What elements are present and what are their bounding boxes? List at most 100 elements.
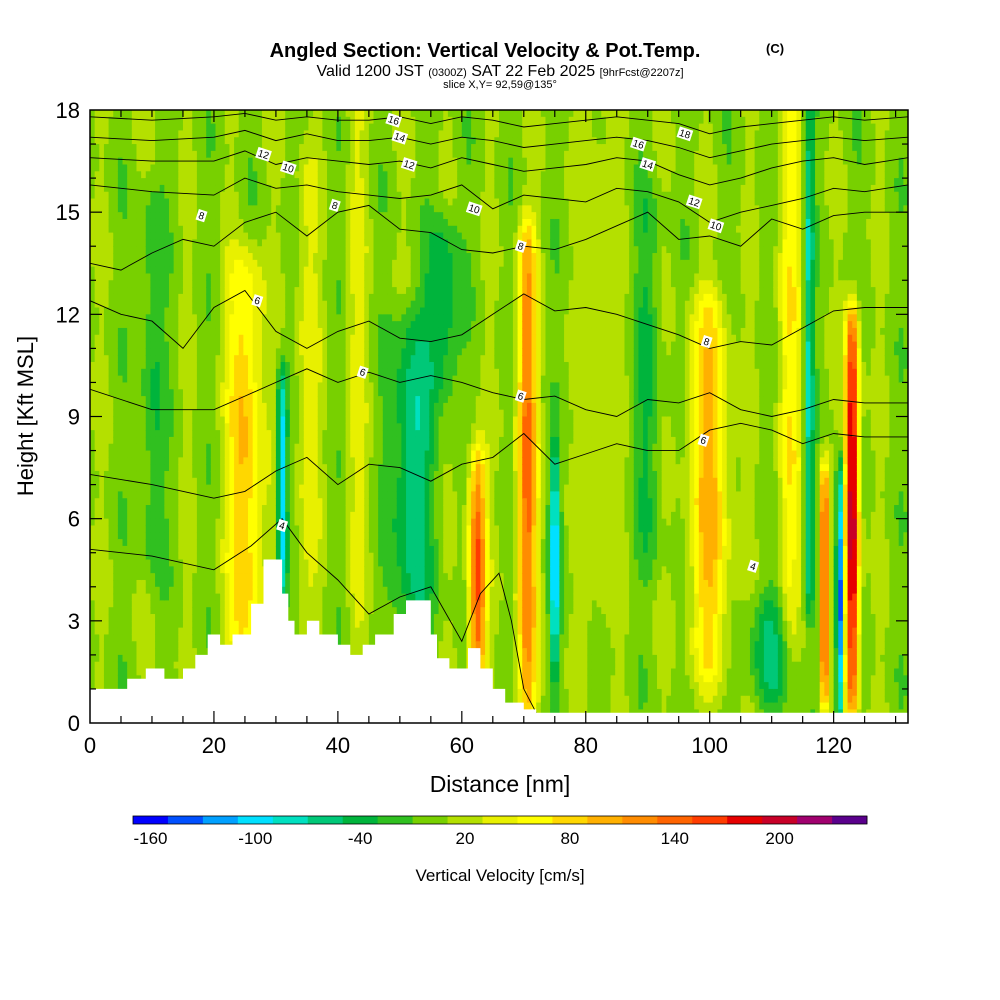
velocity-cell xyxy=(188,634,193,641)
velocity-cell xyxy=(239,260,244,267)
velocity-cell xyxy=(271,287,276,294)
velocity-cell xyxy=(113,539,118,546)
velocity-cell xyxy=(318,525,323,532)
velocity-cell xyxy=(123,594,128,601)
velocity-cell xyxy=(136,641,141,648)
velocity-cell xyxy=(123,137,128,144)
velocity-cell xyxy=(104,130,109,137)
velocity-cell xyxy=(346,355,351,362)
velocity-cell xyxy=(234,560,239,567)
velocity-cell xyxy=(281,246,286,253)
velocity-cell xyxy=(253,246,258,253)
velocity-cell xyxy=(276,342,281,349)
velocity-cell xyxy=(174,478,179,485)
velocity-cell xyxy=(136,403,141,410)
velocity-cell xyxy=(160,239,165,246)
velocity-cell xyxy=(202,580,207,587)
velocity-cell xyxy=(239,321,244,328)
velocity-cell xyxy=(225,628,230,635)
velocity-cell xyxy=(132,648,137,655)
velocity-cell xyxy=(290,553,295,560)
velocity-cell xyxy=(299,437,304,444)
velocity-cell xyxy=(183,430,188,437)
velocity-cell xyxy=(123,669,128,676)
velocity-cell xyxy=(141,328,146,335)
velocity-cell xyxy=(141,389,146,396)
velocity-cell xyxy=(132,451,137,458)
velocity-cell xyxy=(299,512,304,519)
velocity-cell xyxy=(336,505,341,512)
velocity-cell xyxy=(206,382,211,389)
velocity-cell xyxy=(308,607,313,614)
velocity-cell xyxy=(336,301,341,308)
velocity-cell xyxy=(192,423,197,430)
velocity-cell xyxy=(225,430,230,437)
velocity-cell xyxy=(336,321,341,328)
velocity-cell xyxy=(295,212,300,219)
velocity-cell xyxy=(123,457,128,464)
velocity-cell xyxy=(211,417,216,424)
velocity-cell xyxy=(239,485,244,492)
velocity-cell xyxy=(211,328,216,335)
velocity-cell xyxy=(155,532,160,539)
velocity-cell xyxy=(257,335,262,342)
velocity-cell xyxy=(109,355,114,362)
velocity-cell xyxy=(202,451,207,458)
velocity-cell xyxy=(174,614,179,621)
velocity-cell xyxy=(336,457,341,464)
velocity-cell xyxy=(239,389,244,396)
velocity-cell xyxy=(215,444,220,451)
velocity-cell xyxy=(234,417,239,424)
velocity-cell xyxy=(160,662,165,669)
velocity-cell xyxy=(118,519,123,526)
velocity-cell xyxy=(183,273,188,280)
velocity-cell xyxy=(327,491,332,498)
velocity-cell xyxy=(118,628,123,635)
velocity-cell xyxy=(220,464,225,471)
velocity-cell xyxy=(211,164,216,171)
velocity-cell xyxy=(239,498,244,505)
velocity-cell xyxy=(169,621,174,628)
velocity-cell xyxy=(104,212,109,219)
velocity-cell xyxy=(146,164,151,171)
velocity-cell xyxy=(188,641,193,648)
velocity-cell xyxy=(243,430,248,437)
velocity-cell xyxy=(164,294,169,301)
velocity-cell xyxy=(229,607,234,614)
velocity-cell xyxy=(239,308,244,315)
velocity-cell xyxy=(192,294,197,301)
velocity-cell xyxy=(132,151,137,158)
velocity-cell xyxy=(104,355,109,362)
velocity-cell xyxy=(183,451,188,458)
velocity-cell xyxy=(127,178,132,185)
velocity-cell xyxy=(318,137,323,144)
velocity-cell xyxy=(95,607,100,614)
velocity-cell xyxy=(174,219,179,226)
velocity-cell xyxy=(113,464,118,471)
velocity-cell xyxy=(202,273,207,280)
velocity-cell xyxy=(99,396,104,403)
velocity-cell xyxy=(104,546,109,553)
velocity-cell xyxy=(281,233,286,240)
velocity-cell xyxy=(332,389,337,396)
velocity-cell xyxy=(178,130,183,137)
velocity-cell xyxy=(220,294,225,301)
velocity-cell xyxy=(304,137,309,144)
velocity-cell xyxy=(253,410,258,417)
velocity-cell xyxy=(257,437,262,444)
velocity-cell xyxy=(104,185,109,192)
velocity-cell xyxy=(262,485,267,492)
velocity-cell xyxy=(155,519,160,526)
velocity-cell xyxy=(285,273,290,280)
velocity-cell xyxy=(229,403,234,410)
velocity-cell xyxy=(160,560,165,567)
velocity-cell xyxy=(150,144,155,151)
velocity-cell xyxy=(239,280,244,287)
velocity-cell xyxy=(295,219,300,226)
velocity-cell xyxy=(178,260,183,267)
velocity-cell xyxy=(248,308,253,315)
velocity-cell xyxy=(155,423,160,430)
velocity-cell xyxy=(262,525,267,532)
velocity-cell xyxy=(150,410,155,417)
velocity-cell xyxy=(239,192,244,199)
